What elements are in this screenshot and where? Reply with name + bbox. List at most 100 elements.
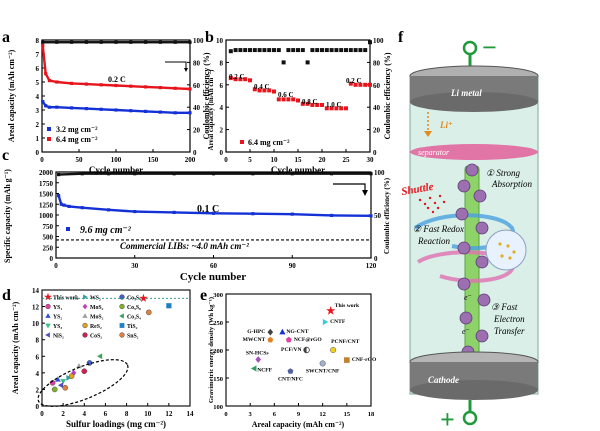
panel-b-point-cap (257, 88, 262, 93)
panel-d-legend-marker-4 (45, 332, 50, 338)
panel-d-legend-label-1: YS₁ (53, 305, 62, 311)
panel-c-xlabel: Cycle number (180, 271, 246, 283)
panel-a-point-cap (129, 109, 133, 113)
panel-d-point-1 (166, 303, 172, 309)
panel-c-series-segment (82, 206, 109, 212)
panel-b-point-cap (267, 88, 272, 93)
panel-d-xtick-label: 8 (125, 410, 129, 418)
panel-b-point-ce (324, 48, 329, 53)
panel-d-xtick-label: 2 (61, 410, 65, 418)
panel-c-legend-marker (66, 227, 70, 231)
panel-d-legend-label-3: YS₃ (53, 324, 62, 330)
panel-a-point-cap (41, 44, 45, 48)
panel-a-series-segment (71, 106, 87, 110)
panel-a-series-segment (115, 108, 131, 112)
panel-b-point-ce (286, 48, 291, 53)
panel-d-xtick-label: 12 (165, 410, 173, 418)
panel-c-series-segment (292, 212, 332, 217)
panel-b-xtick-label: 30 (367, 156, 375, 164)
panel-a-series-segment (101, 83, 117, 87)
panel-a-series-segment (145, 110, 161, 114)
panel-b-y2tick-label: 60 (373, 82, 381, 90)
panel-d-ytick-label: 14 (32, 287, 40, 295)
panel-b-point-cap (339, 106, 344, 111)
panel-b-rate-label-6: 0.2 C (346, 77, 362, 85)
panel-b-y2tick-label: 0 (373, 149, 377, 157)
panel-b-point-ce (363, 48, 368, 53)
panel-a-point-ce (41, 40, 45, 44)
panel-d-legend-marker-3 (45, 323, 51, 329)
cathode-label: Cathode (428, 375, 459, 385)
panel-a-series-segment (86, 82, 102, 86)
panel-a-point-cap (41, 100, 45, 104)
panel-c-y2label: Coulombic efficiency (%) (383, 177, 391, 254)
panel-d-xtick-label: 14 (187, 410, 195, 418)
panel-b-point-ce (305, 60, 310, 65)
panel-b-point-cap (272, 89, 276, 94)
panel-a-legend-label-red: 6.4 mg cm⁻² (56, 135, 98, 144)
panel-a-y2tick-label: 40 (193, 104, 201, 112)
panel-e-ylabel: Gravimetric energy density (Wh kg⁻¹) (208, 297, 215, 403)
panel-e-point-2 (267, 328, 274, 336)
panel-e-point-label-4: MWCNT (243, 337, 266, 343)
panel-e-xtick-label: 3 (249, 411, 253, 418)
panel-b-ytick-label: 8 (220, 59, 224, 67)
panel-d-legend-marker-14 (119, 332, 125, 338)
panel-d-xtick-label: 4 (83, 410, 87, 418)
panel-a-ytick-label: 7 (36, 51, 40, 59)
electron-label-2: e⁻ (462, 327, 470, 336)
panel-b-y2label: Coulombic efficiency (%) (383, 52, 392, 139)
panel-letter-d: d (2, 287, 11, 304)
panel-e-point-4 (267, 336, 274, 343)
panel-b-point-cap (368, 82, 372, 87)
panel-a-ytick-label: 2 (36, 121, 40, 129)
panel-b-point-cap (300, 101, 305, 106)
panel-e-point-label-7: PCNF/CNT (331, 339, 360, 345)
panel-e-xtick-label: 18 (368, 411, 375, 418)
panel-b-point-cap (324, 106, 329, 111)
panel-c-ytick-label: 2000 (39, 169, 54, 177)
panel-d-ylabel: Areal capacity (mAh cm⁻²) (11, 301, 20, 394)
panel-d-legend-marker-2 (45, 313, 51, 318)
panel-d-legend-label-7: MoS₂ (90, 315, 104, 321)
panel-c-series-segment (58, 172, 83, 176)
panel-b-xtick-label: 5 (248, 156, 252, 164)
panel-b-ytick-label: 4 (220, 104, 224, 112)
panel-b-legend-label: 6.4 mg cm⁻² (248, 138, 290, 147)
panel-c-ytick-label: 750 (43, 223, 54, 231)
panel-d-legend-marker-13 (119, 323, 125, 328)
li-metal-label: Li metal (450, 88, 482, 98)
panel-e-ytick-label: 150 (213, 376, 223, 383)
panel-a-point-cap (99, 83, 103, 87)
panel-b-xtick-label: 25 (343, 156, 351, 164)
panel-b-point-ce (276, 48, 281, 53)
panel-d-xtick-label: 10 (144, 410, 152, 418)
step-3-label-c: Transfer (494, 326, 525, 336)
panel-a-arrow (165, 61, 187, 68)
panel-e-point-label-2: G-HPC (247, 329, 265, 335)
panel-b-point-cap (320, 102, 324, 107)
panel-a-ytick-label: 5 (36, 79, 40, 87)
panel-a-rate-label: 0.2 C (108, 75, 126, 84)
panel-b-point-cap (363, 82, 368, 87)
panel-e-point-label-3: NG-CNT (286, 329, 308, 335)
panel-a-arrowhead (184, 68, 188, 72)
panel-d-legend-label-4: NiS₂ (53, 334, 64, 340)
panel-f-schematic: − Li metal Li⁺ separator Shuttle (400, 33, 539, 431)
panel-d-point-10 (68, 373, 75, 379)
panel-d-legend-label-11: Co₉S₈ (127, 305, 141, 311)
panel-b-point-ce (252, 48, 257, 53)
panel-b-ytick-label: 0 (220, 149, 224, 157)
panel-e-point-1 (322, 318, 329, 326)
panel-a-series-segment (56, 80, 72, 85)
panel-letter-e: e (200, 287, 207, 304)
panel-d-cluster-ellipse (37, 359, 129, 407)
panel-c-annotation: Commercial LIBs: ~4.0 mAh cm⁻² (120, 241, 249, 251)
panel-e-point-label-12: CNT/NFC (278, 376, 303, 382)
panel-b-point-cap (228, 76, 233, 81)
panel-a-xlabel: Cycle number (89, 165, 143, 175)
panel-b-legend-marker (240, 140, 244, 144)
panel-c-y2tick-label: 50 (374, 212, 382, 220)
